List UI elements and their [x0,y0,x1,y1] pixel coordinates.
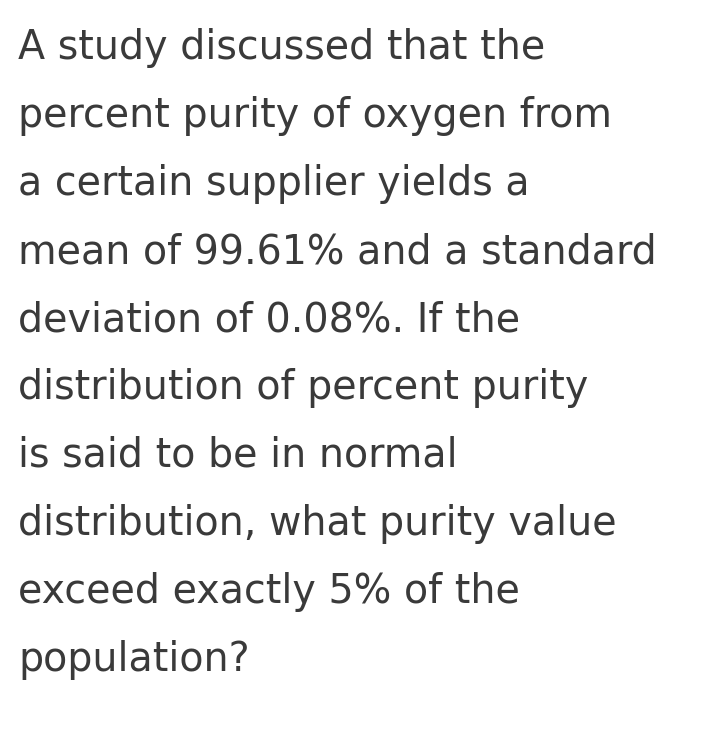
Text: is said to be in normal: is said to be in normal [18,436,457,476]
Text: distribution of percent purity: distribution of percent purity [18,368,588,408]
Text: distribution, what purity value: distribution, what purity value [18,504,616,544]
Text: percent purity of oxygen from: percent purity of oxygen from [18,96,612,136]
Text: deviation of 0.08%. If the: deviation of 0.08%. If the [18,300,520,340]
Text: mean of 99.61% and a standard: mean of 99.61% and a standard [18,232,656,272]
Text: A study discussed that the: A study discussed that the [18,28,545,68]
Text: exceed exactly 5% of the: exceed exactly 5% of the [18,572,520,612]
Text: a certain supplier yields a: a certain supplier yields a [18,164,530,204]
Text: population?: population? [18,640,249,680]
